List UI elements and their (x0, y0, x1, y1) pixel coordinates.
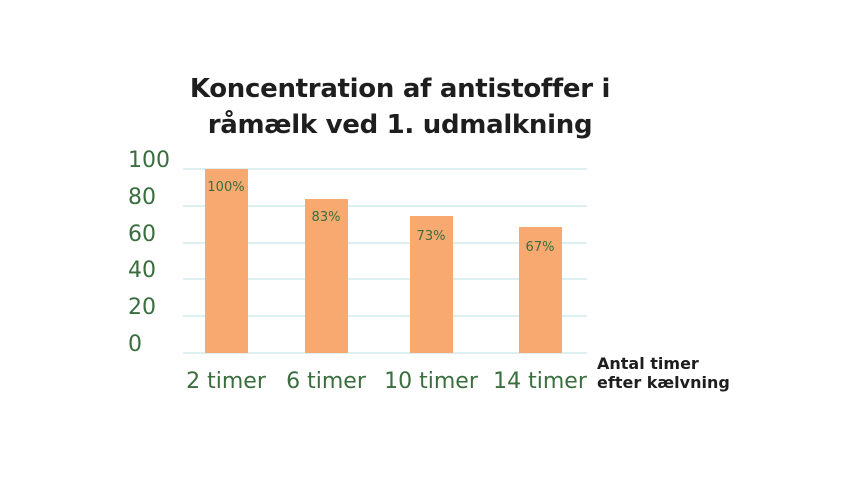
y-tick-20: 20 (128, 295, 156, 320)
gridline-60 (183, 242, 587, 244)
gridline-100 (183, 168, 587, 170)
data-label-10-timer: 73% (416, 229, 446, 244)
data-label-14-timer: 67% (525, 240, 555, 255)
y-tick-80: 80 (128, 185, 156, 210)
x-tick-10-timer: 10 timer (384, 369, 478, 394)
data-label-6-timer: 83% (311, 210, 341, 225)
gridline-40 (183, 278, 587, 280)
x-axis-label-line-2: efter kælvning (597, 373, 730, 392)
x-tick-6-timer: 6 timer (286, 369, 366, 394)
y-tick-60: 60 (128, 222, 156, 247)
bar-14-timer (519, 227, 562, 353)
gridline-20 (183, 315, 587, 317)
y-tick-100: 100 (128, 148, 170, 173)
x-axis-label: Antal timer efter kælvning (597, 354, 730, 392)
chart-title-line-1: Koncentration af antistoffer i (189, 74, 611, 104)
gridline-0 (183, 352, 587, 354)
gridline-80 (183, 205, 587, 207)
bar-10-timer (410, 216, 453, 353)
x-tick-14-timer: 14 timer (493, 369, 587, 394)
y-tick-0: 0 (128, 332, 142, 357)
chart-title-line-2: råmælk ved 1. udmalkning (207, 110, 593, 140)
y-tick-40: 40 (128, 258, 156, 283)
x-tick-2-timer: 2 timer (186, 369, 266, 394)
bar-6-timer (305, 199, 348, 353)
bar-2-timer (205, 169, 248, 353)
data-label-2-timer: 100% (207, 180, 245, 195)
x-axis-label-line-1: Antal timer (597, 354, 699, 373)
